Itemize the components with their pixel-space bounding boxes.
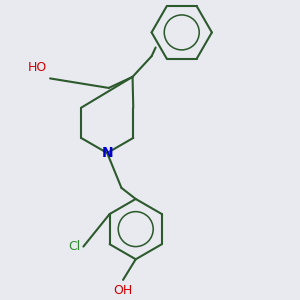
Text: Cl: Cl — [68, 240, 80, 253]
Text: HO: HO — [28, 61, 47, 74]
Text: OH: OH — [113, 284, 133, 297]
Text: N: N — [101, 146, 113, 160]
